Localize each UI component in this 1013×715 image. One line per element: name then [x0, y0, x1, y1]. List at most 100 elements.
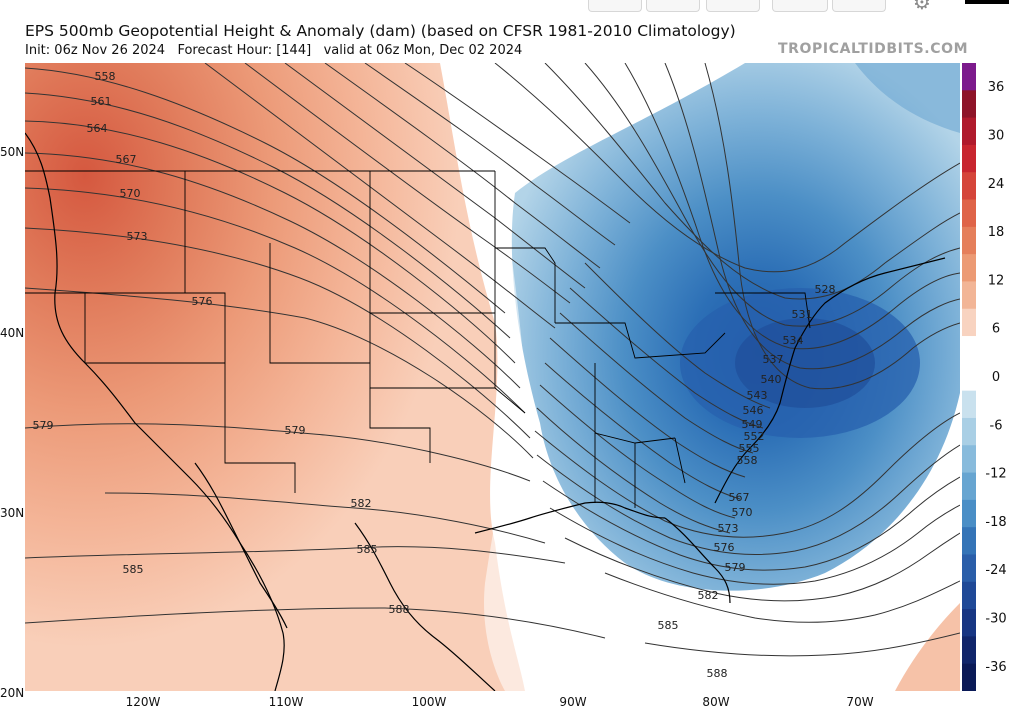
contour-label: 558: [737, 454, 758, 467]
toolbar-button-zoom[interactable]: [772, 0, 828, 12]
lon-label: 100W: [411, 695, 447, 709]
colorbar: 36 30 24 18 12 6 0 -6 -12 -18 -24 -30 -36: [962, 63, 1007, 691]
chart-title: EPS 500mb Geopotential Height & Anomaly …: [25, 22, 736, 40]
contour-label: 567: [729, 491, 750, 504]
menu-bar-edge: [965, 0, 1009, 4]
contour-label: 579: [33, 419, 54, 432]
colorbar-swatch: [962, 417, 976, 446]
toolbar-button-prev[interactable]: [588, 0, 642, 12]
contour-label: 573: [127, 230, 148, 243]
contour-label: 570: [120, 187, 141, 200]
contour-label: 582: [351, 497, 372, 510]
colorbar-swatch: [962, 390, 976, 419]
contour-label: 585: [658, 619, 679, 632]
contour-label: 537: [763, 353, 784, 366]
valid-time: valid at 06z Mon, Dec 02 2024: [323, 43, 523, 58]
contour-label: 588: [707, 667, 728, 680]
colorbar-label: 6: [992, 322, 1000, 337]
colorbar-swatch: [962, 554, 976, 583]
contour-label: 582: [698, 589, 719, 602]
lon-label: 110W: [268, 695, 304, 709]
colorbar-label: -24: [985, 563, 1006, 578]
colorbar-swatch: [962, 609, 976, 637]
colorbar-swatch: [962, 90, 976, 119]
coastlines: [25, 132, 946, 691]
colorbar-swatch: [962, 63, 976, 91]
contour-label: 585: [123, 563, 144, 576]
chart-subtitle: Init: 06z Nov 26 2024 Forecast Hour: [14…: [25, 43, 522, 58]
contour-label: 585: [357, 543, 378, 556]
colorbar-label: 30: [988, 128, 1005, 143]
colorbar-label: -12: [985, 467, 1006, 482]
toolbar-button-play[interactable]: [646, 0, 700, 12]
contour-label: 528: [815, 283, 836, 296]
contour-label: 531: [792, 308, 813, 321]
height-contours-east: [494, 63, 960, 657]
colorbar-swatch: [962, 281, 976, 310]
colorbar-swatch: [962, 226, 976, 255]
colorbar-swatch: [962, 199, 976, 228]
colorbar-label: 0: [992, 370, 1000, 385]
contour-label: 579: [285, 424, 306, 437]
colorbar-label: -18: [985, 515, 1006, 530]
colorbar-swatch: [962, 445, 976, 474]
contour-label: 570: [732, 506, 753, 519]
lat-label: 40N: [0, 326, 25, 340]
colorbar-label: -30: [985, 612, 1006, 627]
colorbar-swatch: [962, 254, 976, 282]
contour-label: 561: [91, 95, 112, 108]
contour-label: 576: [192, 295, 213, 308]
colorbar-swatch: [962, 499, 976, 528]
contour-label: 546: [743, 404, 764, 417]
contour-label: 534: [783, 334, 804, 347]
lat-label: 50N: [0, 145, 25, 159]
colorbar-swatch: [962, 527, 976, 555]
toolbar-button-share[interactable]: [832, 0, 886, 12]
init-time: Init: 06z Nov 26 2024: [25, 43, 166, 58]
lat-label: 20N: [0, 686, 25, 700]
contour-labels-west: 558 561 564 567 570 573 576 579 579 582 585 585 588: [33, 70, 410, 616]
contour-label: 588: [389, 603, 410, 616]
colorbar-label: 18: [988, 225, 1005, 240]
lon-label: 70W: [846, 695, 874, 709]
positive-anomaly-region: [25, 63, 525, 691]
lat-label: 30N: [0, 506, 25, 520]
brand-watermark: TROPICALTIDBITS.COM: [778, 41, 969, 57]
colorbar-label: 36: [988, 80, 1005, 95]
colorbar-swatch: [962, 172, 976, 201]
colorbar-swatch: [962, 636, 976, 665]
colorbar-label: -36: [985, 660, 1006, 675]
height-contours-diagonal: [204, 63, 631, 329]
colorbar-swatch: [962, 663, 976, 691]
lon-label: 120W: [125, 695, 161, 709]
height-contours-west: [25, 67, 606, 639]
contour-label: 564: [87, 122, 108, 135]
lon-label: 80W: [702, 695, 730, 709]
colorbar-swatch: [962, 336, 976, 364]
contour-label: 579: [725, 561, 746, 574]
contour-label: 558: [95, 70, 116, 83]
lon-label: 90W: [559, 695, 587, 709]
colorbar-swatch: [962, 308, 976, 337]
contour-label: 540: [761, 373, 782, 386]
contour-label: 549: [742, 418, 763, 431]
contour-label: 573: [718, 522, 739, 535]
contour-label: 552: [744, 430, 765, 443]
colorbar-label: 24: [988, 177, 1005, 192]
contour-label: 543: [747, 389, 768, 402]
contour-label: 567: [116, 153, 137, 166]
colorbar-swatch: [962, 363, 976, 392]
colorbar-swatch: [962, 581, 976, 610]
colorbar-swatch: [962, 117, 976, 146]
contour-label: 576: [714, 541, 735, 554]
contour-label: 555: [739, 442, 760, 455]
gear-icon[interactable]: ⚙: [913, 0, 931, 14]
state-borders: [25, 170, 811, 508]
colorbar-label: 12: [988, 273, 1005, 288]
toolbar-button-next[interactable]: [706, 0, 760, 12]
forecast-hour: Forecast Hour: [144]: [177, 43, 312, 58]
colorbar-swatch: [962, 144, 976, 173]
colorbar-swatch: [962, 472, 976, 501]
